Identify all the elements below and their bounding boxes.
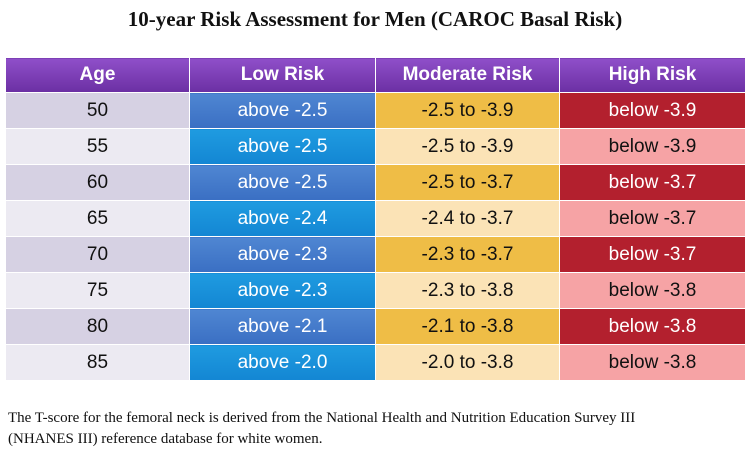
header-high-risk: High Risk <box>559 57 746 93</box>
age-cell: 85 <box>5 344 190 381</box>
high-risk-cell: below -3.8 <box>559 272 746 309</box>
high-risk-cell: below -3.9 <box>559 128 746 165</box>
footnote: The T-score for the femoral neck is deri… <box>8 408 743 450</box>
age-cell: 55 <box>5 128 190 165</box>
page-title: 10-year Risk Assessment for Men (CAROC B… <box>127 7 623 31</box>
moderate-risk-cell: -2.0 to -3.8 <box>375 344 560 381</box>
table-row: 55 above -2.5 -2.5 to -3.9 below -3.9 <box>5 128 746 165</box>
moderate-risk-cell: -2.3 to -3.7 <box>375 236 560 273</box>
low-risk-cell: above -2.3 <box>189 236 376 273</box>
moderate-risk-cell: -2.5 to -3.9 <box>375 128 560 165</box>
moderate-risk-cell: -2.1 to -3.8 <box>375 308 560 345</box>
age-cell: 65 <box>5 200 190 237</box>
header-moderate-risk: Moderate Risk <box>375 57 560 93</box>
low-risk-cell: above -2.1 <box>189 308 376 345</box>
table-header-row: Age Low Risk Moderate Risk High Risk <box>5 57 746 93</box>
low-risk-cell: above -2.3 <box>189 272 376 309</box>
moderate-risk-cell: -2.5 to -3.9 <box>375 92 560 129</box>
moderate-risk-cell: -2.4 to -3.7 <box>375 200 560 237</box>
low-risk-cell: above -2.5 <box>189 164 376 201</box>
table-row: 50 above -2.5 -2.5 to -3.9 below -3.9 <box>5 92 746 129</box>
age-cell: 80 <box>5 308 190 345</box>
footnote-line-2: (NHANES III) reference database for whit… <box>8 431 323 447</box>
age-cell: 70 <box>5 236 190 273</box>
table-row: 80 above -2.1 -2.1 to -3.8 below -3.8 <box>5 308 746 345</box>
table-row: 75 above -2.3 -2.3 to -3.8 below -3.8 <box>5 272 746 309</box>
age-cell: 50 <box>5 92 190 129</box>
low-risk-cell: above -2.5 <box>189 92 376 129</box>
low-risk-cell: above -2.5 <box>189 128 376 165</box>
moderate-risk-cell: -2.3 to -3.8 <box>375 272 560 309</box>
high-risk-cell: below -3.7 <box>559 200 746 237</box>
low-risk-cell: above -2.4 <box>189 200 376 237</box>
table-row: 85 above -2.0 -2.0 to -3.8 below -3.8 <box>5 344 746 381</box>
high-risk-cell: below -3.7 <box>559 164 746 201</box>
table-row: 60 above -2.5 -2.5 to -3.7 below -3.7 <box>5 164 746 201</box>
high-risk-cell: below -3.8 <box>559 308 746 345</box>
footnote-line-1: The T-score for the femoral neck is deri… <box>8 410 636 426</box>
low-risk-cell: above -2.0 <box>189 344 376 381</box>
high-risk-cell: below -3.7 <box>559 236 746 273</box>
high-risk-cell: below -3.8 <box>559 344 746 381</box>
table-row: 70 above -2.3 -2.3 to -3.7 below -3.7 <box>5 236 746 273</box>
moderate-risk-cell: -2.5 to -3.7 <box>375 164 560 201</box>
header-age: Age <box>5 57 190 93</box>
age-cell: 75 <box>5 272 190 309</box>
header-low-risk: Low Risk <box>189 57 376 93</box>
risk-table: Age Low Risk Moderate Risk High Risk 50 … <box>5 57 746 381</box>
high-risk-cell: below -3.9 <box>559 92 746 129</box>
table-row: 65 above -2.4 -2.4 to -3.7 below -3.7 <box>5 200 746 237</box>
age-cell: 60 <box>5 164 190 201</box>
